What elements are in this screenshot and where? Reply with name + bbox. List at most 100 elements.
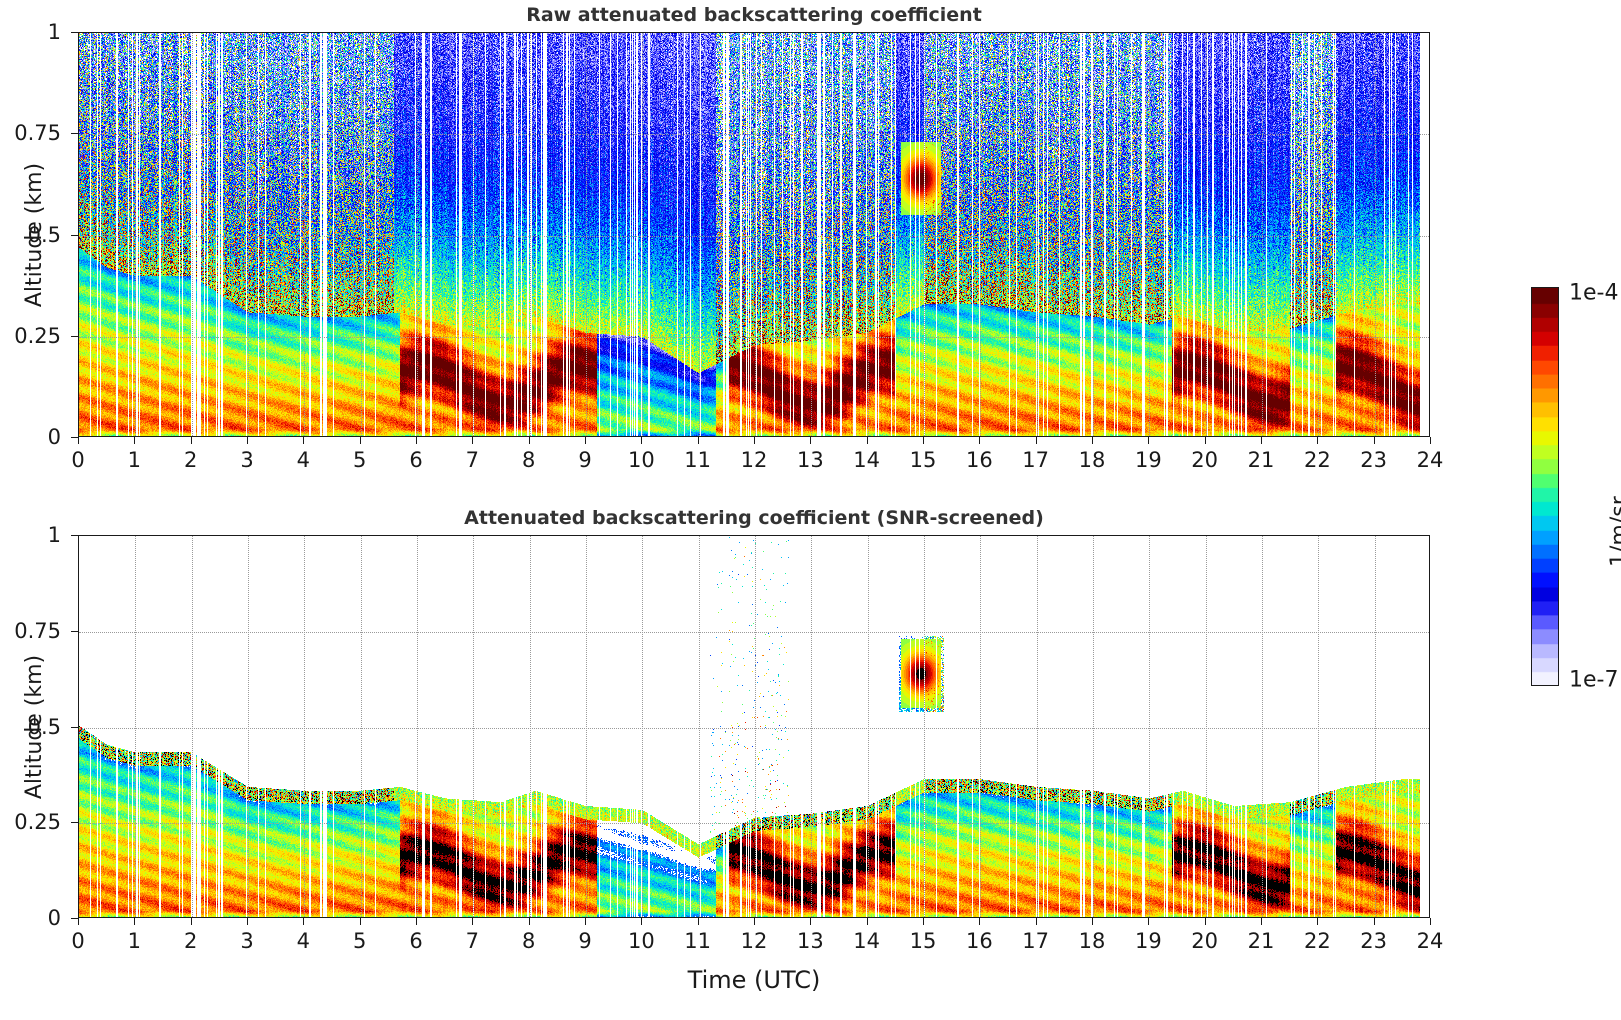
x-tick <box>472 918 474 925</box>
x-tick-label: 4 <box>296 448 311 472</box>
y-tick <box>71 726 78 728</box>
x-tick <box>303 918 305 925</box>
x-tick-label: 13 <box>796 929 824 953</box>
x-tick-label: 11 <box>684 448 712 472</box>
x-tick <box>416 918 417 925</box>
x-tick <box>866 918 868 925</box>
x-tick <box>190 437 192 444</box>
x-tick-label: 3 <box>240 448 254 472</box>
x-tick <box>585 918 586 925</box>
x-tick-label: 1 <box>127 448 142 472</box>
x-tick <box>472 437 474 444</box>
x-tick-label: 17 <box>1022 448 1050 472</box>
x-tick-label: 20 <box>1191 929 1219 953</box>
x-tick <box>1261 918 1262 925</box>
x-tick <box>134 918 136 925</box>
colorbar <box>1531 287 1559 686</box>
x-tick-label: 8 <box>521 448 536 472</box>
x-tick-label: 0 <box>71 929 85 953</box>
x-tick-label: 0 <box>71 448 85 472</box>
x-tick-label: 7 <box>465 929 480 953</box>
x-tick <box>1261 437 1262 444</box>
x-tick-label: 11 <box>684 929 712 953</box>
y-tick-label: 0.75 <box>14 618 61 643</box>
x-tick-label: 21 <box>1247 929 1275 953</box>
x-tick <box>1148 918 1150 925</box>
x-tick <box>1373 437 1375 444</box>
x-tick <box>923 918 924 925</box>
x-tick-label: 14 <box>853 448 881 472</box>
x-tick-label: 13 <box>796 448 824 472</box>
x-tick-label: 16 <box>965 929 993 953</box>
y-tick-label: 0.5 <box>27 222 61 247</box>
x-tick-label: 20 <box>1191 448 1219 472</box>
y-tick <box>71 918 78 919</box>
y-tick <box>71 630 78 632</box>
plot-area-raw <box>78 32 1430 437</box>
x-tick-label: 22 <box>1303 448 1331 472</box>
x-tick-label: 22 <box>1303 929 1331 953</box>
colorbar-tick-max: 1e-4 <box>1569 280 1619 306</box>
x-tick-label: 4 <box>296 929 311 953</box>
x-tick-label: 19 <box>1134 448 1162 472</box>
x-tick-label: 24 <box>1416 448 1444 472</box>
x-tick-label: 10 <box>627 448 655 472</box>
y-tick-label: 0 <box>47 425 61 449</box>
y-tick-label: 0.5 <box>27 714 61 739</box>
x-tick <box>1204 918 1206 925</box>
x-tick-label: 8 <box>521 929 536 953</box>
x-tick <box>1204 437 1206 444</box>
x-tick <box>754 437 755 444</box>
x-tick <box>697 918 699 925</box>
x-tick <box>134 437 136 444</box>
x-tick-label: 15 <box>909 448 937 472</box>
x-tick-label: 2 <box>183 448 198 472</box>
plot-area-screened <box>78 535 1430 918</box>
x-tick <box>247 918 248 925</box>
x-tick <box>359 437 361 444</box>
colorbar-tick-min: 1e-7 <box>1569 667 1619 693</box>
colorbar-label: 1/m/sr <box>1607 495 1621 567</box>
colorbar-gradient <box>1532 288 1558 685</box>
x-tick <box>78 918 79 925</box>
x-tick-label: 9 <box>578 929 592 953</box>
x-tick <box>1317 437 1319 444</box>
x-tick <box>697 437 699 444</box>
x-tick <box>1317 918 1319 925</box>
x-tick <box>979 918 981 925</box>
x-tick <box>528 918 530 925</box>
x-tick-label: 9 <box>578 448 592 472</box>
x-tick-label: 5 <box>352 448 367 472</box>
x-tick-label: 18 <box>1078 448 1106 472</box>
x-tick <box>1035 918 1037 925</box>
x-tick-label: 7 <box>465 448 480 472</box>
x-tick <box>810 437 812 444</box>
x-tick-label: 12 <box>740 448 768 472</box>
x-tick-label: 15 <box>909 929 937 953</box>
x-tick-label: 19 <box>1134 929 1162 953</box>
x-tick-label: 24 <box>1416 929 1444 953</box>
x-tick <box>641 918 643 925</box>
x-tick <box>1092 437 1093 444</box>
y-tick-label: 0.25 <box>14 810 61 835</box>
x-tick <box>810 918 812 925</box>
x-tick-label: 2 <box>183 929 198 953</box>
x-tick-label: 1 <box>127 929 142 953</box>
x-tick <box>359 918 361 925</box>
heatmap-raster-raw <box>79 33 1429 436</box>
x-tick-label: 17 <box>1022 929 1050 953</box>
x-tick <box>979 437 981 444</box>
x-tick-label: 12 <box>740 929 768 953</box>
x-tick <box>585 437 586 444</box>
x-tick <box>1430 437 1431 444</box>
panel-title-raw: Raw attenuated backscattering coefficien… <box>526 4 982 26</box>
x-tick-label: 6 <box>409 929 423 953</box>
y-tick <box>71 32 78 33</box>
x-tick <box>866 437 868 444</box>
x-tick-label: 10 <box>627 929 655 953</box>
x-tick <box>1373 918 1375 925</box>
y-tick-label: 1 <box>47 523 61 547</box>
heatmap-raster-screened <box>79 536 1429 917</box>
x-tick-label: 16 <box>965 448 993 472</box>
